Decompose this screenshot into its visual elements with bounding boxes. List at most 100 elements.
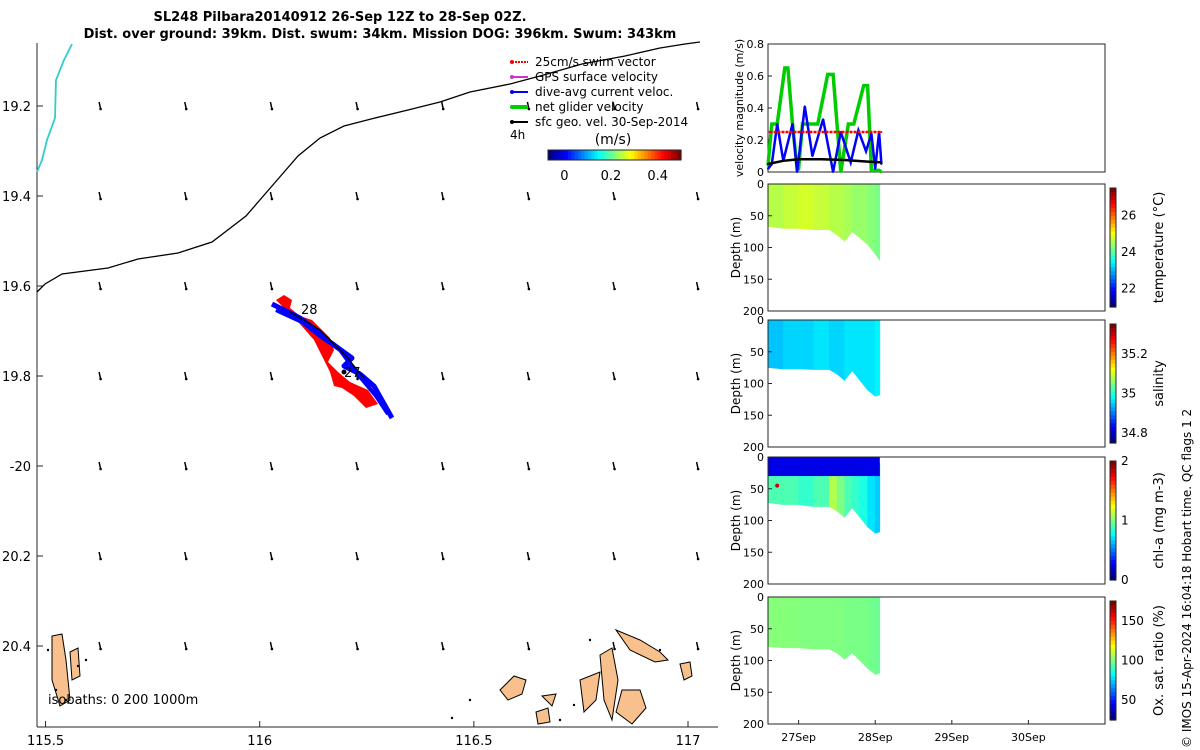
profile-colorbar-cell bbox=[1110, 688, 1116, 693]
legend-label: GPS surface velocity bbox=[535, 70, 658, 84]
profile-colorbar-cell bbox=[1110, 379, 1116, 385]
profile-colorbar-cell bbox=[1110, 371, 1116, 377]
island bbox=[599, 647, 619, 722]
colorbar-cell bbox=[561, 150, 566, 160]
heatmap-column bbox=[844, 596, 853, 660]
geo-velocity-arrowhead bbox=[99, 467, 102, 471]
profile-colorbar-cell bbox=[1110, 604, 1116, 610]
velocity-point bbox=[816, 123, 819, 125]
profile-colorbar-cell bbox=[1110, 692, 1116, 697]
heatmap-column bbox=[783, 319, 799, 370]
colorbar-cell bbox=[581, 150, 586, 160]
geo-velocity-arrowhead bbox=[99, 287, 102, 291]
profile-colorbar-cell bbox=[1110, 295, 1116, 300]
profile-colorbar-cell bbox=[1110, 395, 1116, 400]
heatmap-column bbox=[798, 183, 815, 231]
profile-colorbar-cell bbox=[1110, 676, 1116, 681]
profile-colorbar-cell bbox=[1110, 403, 1116, 408]
geo-velocity-arrowhead bbox=[613, 647, 616, 651]
colorbar-cell bbox=[654, 150, 659, 160]
geo-velocity-arrowhead bbox=[527, 557, 531, 561]
heatmap-column bbox=[859, 319, 868, 391]
geo-velocity-arrowhead bbox=[696, 377, 700, 381]
colorbar-cell bbox=[637, 150, 642, 160]
colorbar-cell bbox=[591, 150, 596, 160]
island bbox=[540, 693, 557, 707]
profile-colorbar-cell bbox=[1110, 560, 1116, 565]
profile-colorbar-cell bbox=[1110, 239, 1116, 245]
profile-colorbar-cell bbox=[1110, 652, 1116, 658]
legend-swatch-head bbox=[510, 75, 514, 79]
colorbar-cell bbox=[554, 150, 559, 160]
profile-colorbar-cell bbox=[1110, 660, 1116, 666]
profile-colorbar-cell bbox=[1110, 339, 1116, 345]
heatmap-column bbox=[874, 183, 881, 262]
profile-colorbar-cell bbox=[1110, 267, 1116, 272]
reef-dot bbox=[54, 688, 58, 692]
colorbar-cell bbox=[617, 150, 622, 160]
geo-velocity-arrowhead bbox=[696, 467, 700, 471]
geo-velocity-arrowhead bbox=[696, 557, 700, 561]
heatmap-column bbox=[828, 596, 838, 654]
heatmap-column bbox=[867, 596, 876, 676]
imos-stamp: © IMOS 15-Apr-2024 16:04:18 Hobart time.… bbox=[1180, 408, 1194, 748]
heatmap-column bbox=[836, 183, 845, 242]
colorbar-cell bbox=[604, 150, 609, 160]
colorbar-cell bbox=[664, 150, 669, 160]
profile-colorbar-cell bbox=[1110, 363, 1116, 369]
profile-colorbar-cell bbox=[1110, 468, 1116, 474]
geo-velocity-arrowhead bbox=[99, 557, 102, 561]
geo-velocity-arrowhead bbox=[696, 287, 700, 291]
depth-tick-label: 100 bbox=[743, 515, 764, 528]
profile-colorbar-cell bbox=[1110, 275, 1116, 280]
colorbar-cell bbox=[657, 150, 662, 160]
profile-colorbar-cell bbox=[1110, 540, 1116, 545]
heatmap-column bbox=[767, 183, 784, 229]
profile-colorbar-cell bbox=[1110, 391, 1116, 396]
time-tick-label: 30Sep bbox=[1011, 731, 1046, 744]
colorbar-cell bbox=[624, 150, 629, 160]
profile-colorbar-cell bbox=[1110, 188, 1116, 193]
profile-colorbar-cell bbox=[1110, 572, 1116, 577]
depth-tick-label: 150 bbox=[743, 546, 764, 559]
colorbar-cell bbox=[577, 150, 582, 160]
profile-colorbar-cell bbox=[1110, 231, 1116, 237]
profile-colorbar-cell bbox=[1110, 648, 1116, 654]
colorbar-cell bbox=[594, 150, 599, 160]
profile-colorbar-tick-label: 22 bbox=[1121, 282, 1136, 296]
profile-colorbar-cell bbox=[1110, 191, 1116, 197]
profile-colorbar-cell bbox=[1110, 383, 1116, 389]
geo-velocity-arrowhead bbox=[99, 377, 102, 381]
profile-colorbar-cell bbox=[1110, 496, 1116, 502]
map-y-tick-label: 20.2 bbox=[2, 550, 31, 565]
geo-velocity-arrowhead bbox=[527, 287, 531, 291]
heatmap-column bbox=[828, 183, 838, 236]
profile-colorbar-cell bbox=[1110, 324, 1116, 329]
geo-velocity-arrowhead bbox=[270, 467, 274, 471]
profile-colorbar-cell bbox=[1110, 601, 1116, 606]
legend-label: sfc geo. vel. 30-Sep-2014 bbox=[535, 115, 688, 129]
reef-dot bbox=[572, 703, 576, 707]
map-y-tick-label: -20 bbox=[10, 460, 31, 475]
geo-velocity-arrowhead bbox=[99, 107, 102, 111]
profile-colorbar-cell bbox=[1110, 359, 1116, 365]
depth-axis-label: Depth (m) bbox=[729, 217, 743, 278]
depth-tick-label: 50 bbox=[750, 483, 764, 496]
profile-colorbar-tick-label: 0 bbox=[1121, 573, 1129, 587]
colorbar-cell bbox=[647, 150, 652, 160]
profile-colorbar-cell bbox=[1110, 520, 1116, 526]
profile-colorbar-tick-label: 100 bbox=[1121, 654, 1144, 668]
map-x-tick-label: 116.5 bbox=[455, 734, 492, 749]
profile-colorbar-frame bbox=[1109, 460, 1117, 581]
profile-colorbar-tick-label: 26 bbox=[1121, 208, 1136, 222]
profile-colorbar-cell bbox=[1110, 696, 1116, 701]
profile-colorbar-cell bbox=[1110, 335, 1116, 341]
isobaths-label: isobaths: 0 200 1000m bbox=[48, 693, 198, 708]
velocity-point bbox=[870, 169, 873, 172]
geo-velocity-arrowhead bbox=[356, 107, 359, 111]
colorbar-cell bbox=[611, 150, 616, 160]
heatmap-column bbox=[798, 319, 815, 370]
time-scale-label: 4h bbox=[510, 128, 525, 142]
profile-colorbar-cell bbox=[1110, 387, 1116, 393]
geo-velocity-arrowhead bbox=[356, 197, 359, 201]
